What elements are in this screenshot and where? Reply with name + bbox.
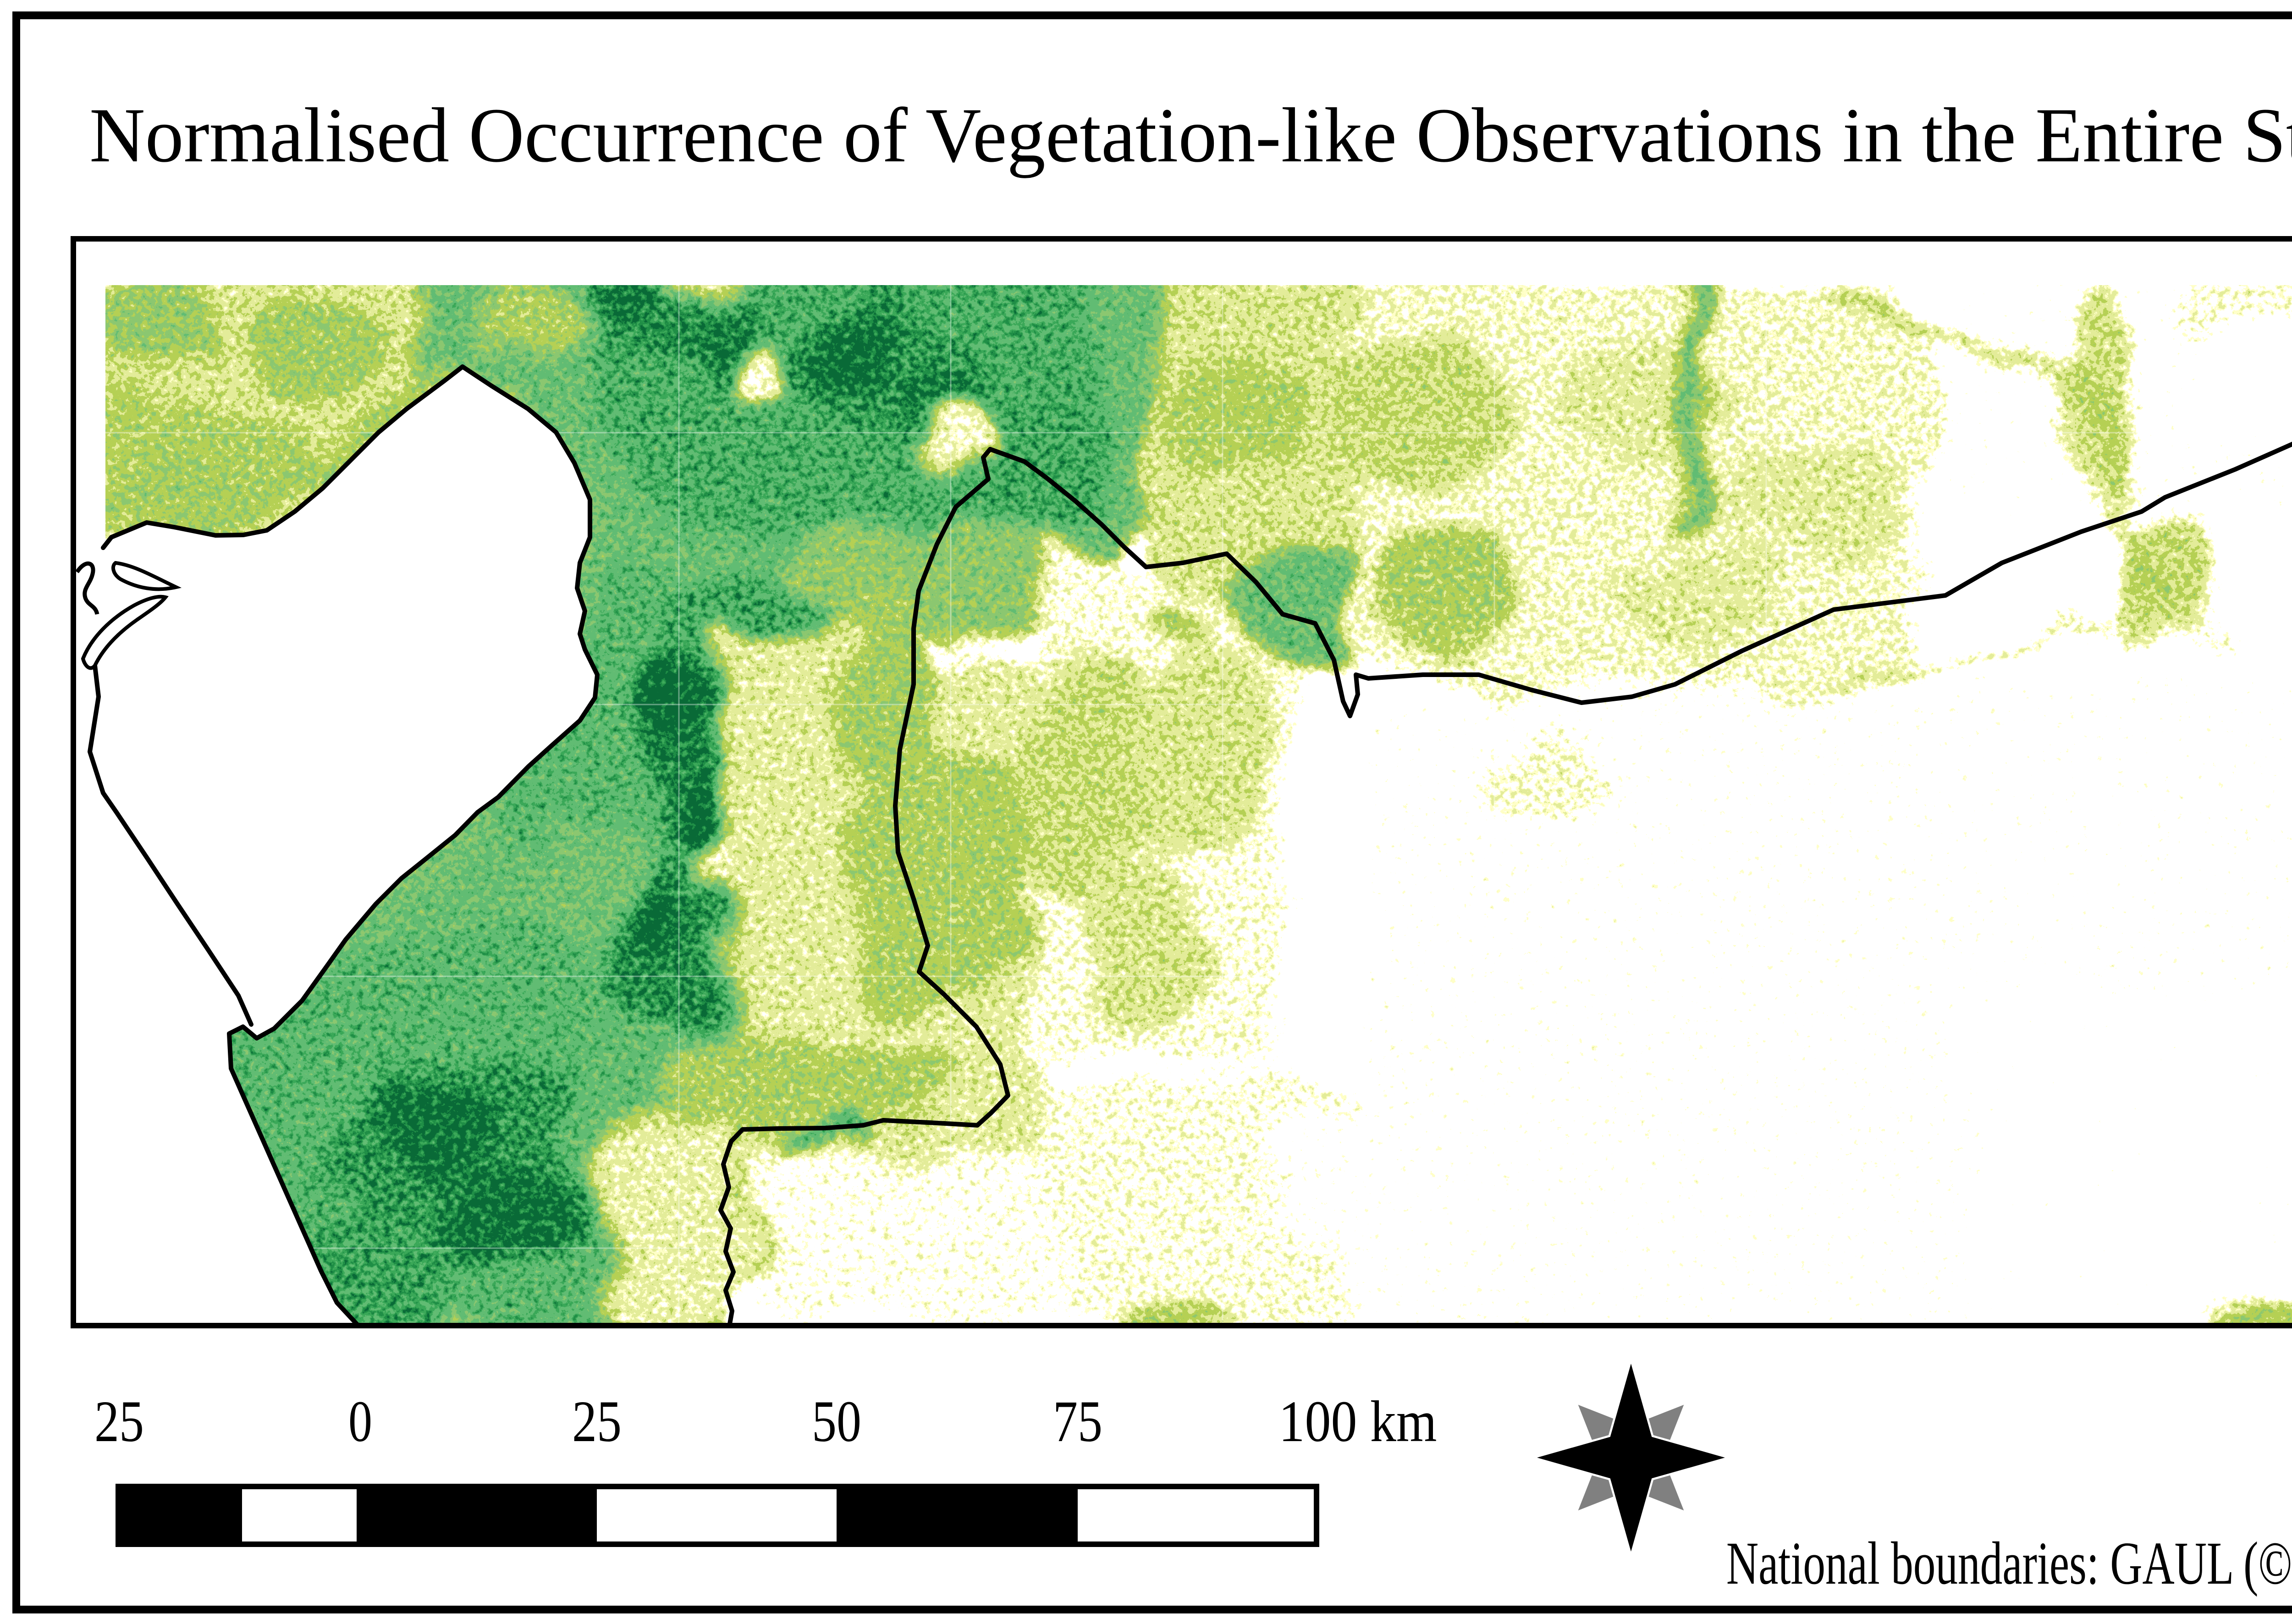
svg-text:0: 0 xyxy=(348,1389,372,1454)
svg-text:Normalised Occurrence of Vege: Normalised Occurrence of Vegetation-like… xyxy=(89,92,2292,178)
svg-text:25: 25 xyxy=(572,1389,622,1454)
svg-text:75: 75 xyxy=(1053,1389,1102,1454)
svg-text:100 km: 100 km xyxy=(1279,1389,1437,1454)
svg-text:50: 50 xyxy=(812,1389,861,1454)
svg-text:National boundaries: GAUL (© F: National boundaries: GAUL (© FAO) | Proj… xyxy=(1726,1530,2292,1597)
svg-text:25: 25 xyxy=(94,1389,144,1454)
